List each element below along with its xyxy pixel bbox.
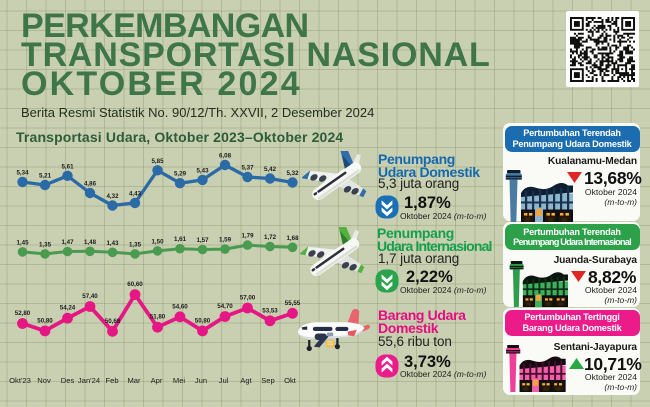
svg-text:51,80: 51,80 [150, 314, 166, 321]
svg-text:Sep: Sep [261, 376, 275, 385]
svg-text:Apr: Apr [151, 376, 163, 385]
svg-text:1,59: 1,59 [219, 237, 232, 244]
svg-text:1,72: 1,72 [264, 234, 277, 241]
svg-text:54,60: 54,60 [172, 303, 188, 310]
svg-text:50,80: 50,80 [195, 317, 211, 324]
svg-text:5,42: 5,42 [264, 166, 277, 173]
svg-text:4,43: 4,43 [129, 190, 142, 197]
svg-text:1,68: 1,68 [286, 235, 299, 242]
svg-text:4,32: 4,32 [106, 193, 119, 200]
svg-text:1,79: 1,79 [241, 233, 254, 240]
svg-text:5,32: 5,32 [286, 170, 299, 177]
svg-text:1,35: 1,35 [129, 241, 142, 248]
svg-text:4,86: 4,86 [84, 181, 97, 188]
svg-text:5,43: 5,43 [196, 167, 209, 174]
svg-text:1,35: 1,35 [39, 241, 52, 248]
svg-text:Feb: Feb [105, 376, 118, 385]
svg-text:1,43: 1,43 [106, 240, 119, 247]
svg-text:5,61: 5,61 [61, 163, 74, 170]
svg-text:1,48: 1,48 [84, 239, 97, 246]
svg-text:Agt: Agt [240, 376, 252, 385]
svg-text:1,57: 1,57 [196, 237, 209, 244]
svg-text:5,29: 5,29 [174, 171, 187, 178]
svg-text:Nov: Nov [37, 376, 51, 385]
svg-text:53,53: 53,53 [262, 307, 278, 314]
svg-text:50,68: 50,68 [105, 318, 121, 325]
svg-text:Jul: Jul [219, 376, 229, 385]
svg-text:Jun: Jun [195, 376, 207, 385]
svg-text:Mar: Mar [127, 376, 141, 385]
svg-text:54,24: 54,24 [60, 305, 76, 312]
svg-text:1,45: 1,45 [16, 239, 29, 246]
svg-text:1,50: 1,50 [151, 238, 164, 245]
svg-text:5,21: 5,21 [39, 173, 52, 180]
svg-text:Jan'24: Jan'24 [78, 376, 100, 385]
svg-text:Des: Des [61, 376, 75, 385]
svg-text:Okt'23: Okt'23 [9, 376, 31, 385]
svg-text:5,37: 5,37 [241, 165, 254, 172]
svg-text:57,40: 57,40 [82, 293, 98, 300]
svg-text:Okt: Okt [284, 376, 297, 385]
svg-text:5,85: 5,85 [151, 158, 164, 165]
svg-text:5,34: 5,34 [16, 170, 29, 177]
svg-text:55,55: 55,55 [285, 300, 301, 307]
svg-text:Mei: Mei [173, 376, 186, 385]
svg-text:57,00: 57,00 [240, 295, 256, 302]
svg-text:1,61: 1,61 [174, 236, 187, 243]
svg-text:6,08: 6,08 [219, 153, 232, 160]
svg-text:54,70: 54,70 [217, 303, 233, 310]
svg-text:1,47: 1,47 [61, 239, 74, 246]
svg-text:50,80: 50,80 [37, 317, 53, 324]
svg-text:52,80: 52,80 [15, 310, 31, 317]
svg-text:60,60: 60,60 [127, 281, 143, 288]
